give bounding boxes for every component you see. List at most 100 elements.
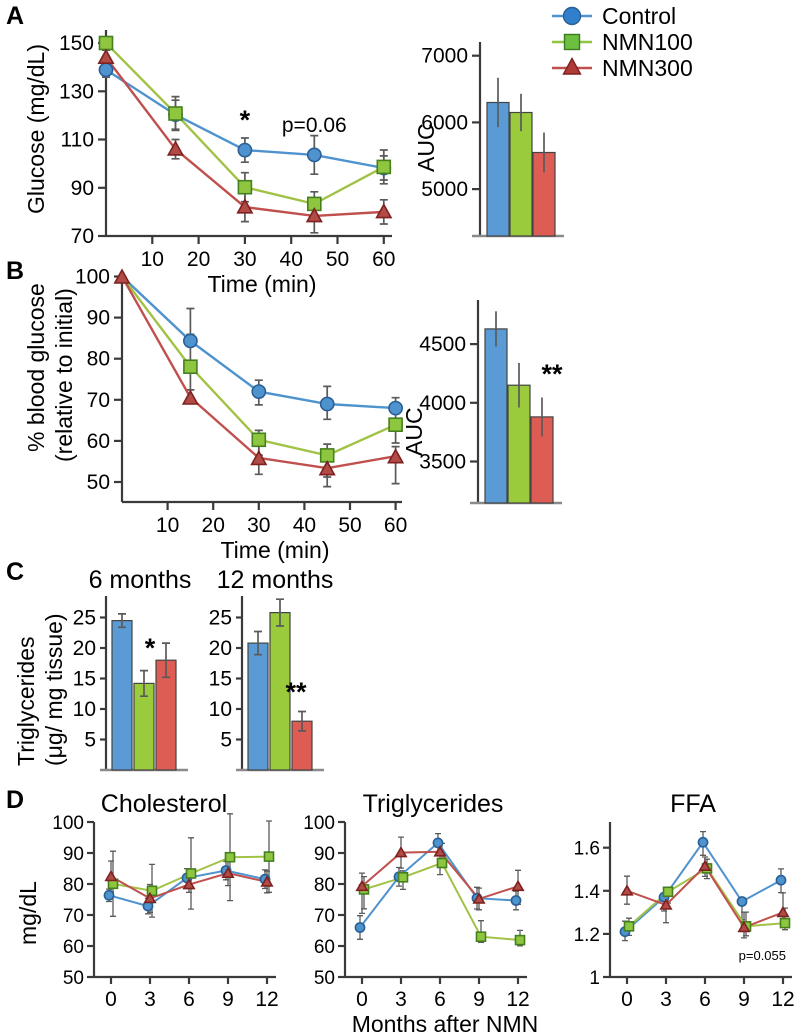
panel-d-cholesterol-chart: Cholesterol mg/dL 50 60 70 80 90 100 0 3 (14, 790, 284, 1036)
panel-c-triglycerides-chart: Triglycerides (μg/ mg tissue) 6 months 1… (10, 566, 380, 786)
bar-control (247, 642, 269, 771)
panel-b-y-ticks: 50 60 70 80 90 100 (75, 266, 122, 494)
svg-text:50: 50 (63, 968, 84, 989)
svg-text:90: 90 (314, 844, 335, 865)
svg-text:3: 3 (395, 988, 407, 1011)
panel-d-cholesterol-markers-nmn100 (107, 851, 275, 897)
svg-text:0: 0 (621, 988, 633, 1011)
panel-d-triglycerides-markers-nmn100 (358, 857, 526, 946)
svg-text:20: 20 (209, 637, 232, 660)
panel-d-triglycerides-markers-nmn300 (355, 845, 525, 904)
panel-a-auc-error-bars (497, 77, 545, 173)
panel-a-x-axis-label: Time (min) (207, 271, 316, 297)
svg-text:100: 100 (75, 266, 110, 289)
svg-text:6: 6 (183, 988, 195, 1011)
panel-a-auc-y-ticks: 7000 6000 5000 (421, 45, 480, 201)
panel-b-auc-y-ticks: 4500 4000 3500 (419, 333, 478, 474)
panel-a-glucose-chart: Glucose (mg/dL) 70 90 110 130 150 10 20 (22, 14, 422, 297)
svg-text:50: 50 (87, 471, 110, 494)
panel-d-y-axis-label: mg/dL (15, 881, 41, 945)
svg-text:1.4: 1.4 (574, 882, 601, 903)
svg-text:90: 90 (87, 307, 110, 330)
panel-c-chart-12months: 5 10 15 20 25 ** (209, 596, 324, 772)
panel-c-12months-error-bars (254, 598, 306, 732)
circle-marker (562, 6, 582, 26)
panel-letter-b: B (6, 257, 25, 285)
panel-d-triglycerides-x-ticks: 0 3 6 9 12 (356, 977, 530, 1011)
legend-item-control[interactable]: Control (552, 3, 676, 29)
panel-c-title-6months: 6 months (89, 566, 192, 594)
svg-text:60: 60 (314, 937, 335, 958)
svg-text:1: 1 (589, 968, 600, 989)
svg-text:5: 5 (84, 729, 96, 752)
svg-text:12: 12 (771, 988, 794, 1011)
panel-a-y-ticks: 70 90 110 130 150 (59, 32, 106, 248)
svg-text:70: 70 (71, 225, 94, 248)
svg-text:130: 130 (59, 80, 94, 103)
svg-text:9: 9 (738, 988, 750, 1011)
legend-label-nmn300: NMN300 (602, 55, 693, 81)
bar-control (111, 619, 133, 771)
panel-c-6months-y-ticks: 5 10 15 20 25 (73, 607, 106, 752)
svg-text:60: 60 (63, 937, 84, 958)
legend-item-nmn100[interactable]: NMN100 (552, 29, 693, 55)
svg-text:0: 0 (105, 988, 117, 1011)
panel-d-ffa-y-ticks: 1 1.2 1.4 1.6 (574, 839, 610, 989)
svg-text:40: 40 (293, 514, 316, 537)
triangle-marker (562, 57, 582, 75)
svg-text:10: 10 (209, 698, 232, 721)
panel-d-ffa-title: FFA (670, 790, 716, 818)
legend-label-control: Control (602, 3, 676, 29)
panel-b-markers-control (182, 333, 403, 416)
svg-text:40: 40 (280, 248, 303, 271)
svg-text:80: 80 (63, 875, 84, 896)
svg-text:90: 90 (63, 844, 84, 865)
panel-letter-a: A (6, 2, 25, 30)
svg-text:25: 25 (209, 607, 232, 630)
figure-legend: Control NMN100 NMN300 (548, 2, 798, 82)
svg-text:0: 0 (356, 988, 368, 1011)
svg-text:60: 60 (384, 514, 407, 537)
panel-a-significance-star: * (240, 105, 251, 135)
svg-text:5: 5 (220, 729, 232, 752)
panel-a-y-axis-label: Glucose (mg/dL) (23, 44, 49, 214)
panel-d-triglycerides-y-ticks: 50 60 70 80 90 100 (303, 813, 345, 989)
panel-d-triglycerides-title: Triglycerides (363, 790, 504, 818)
panel-c-6months-significance: * (145, 633, 156, 663)
panel-b-series-nmn100 (121, 275, 397, 457)
panel-b-x-axis-label: Time (min) (220, 537, 329, 563)
svg-text:20: 20 (187, 248, 210, 271)
panel-b-y-axis-label-line1: % blood glucose (23, 283, 49, 452)
svg-text:110: 110 (61, 129, 94, 152)
panel-c-chart-6months: 5 10 15 20 25 * (73, 596, 188, 772)
svg-text:100: 100 (303, 813, 335, 834)
svg-text:6: 6 (434, 988, 446, 1011)
svg-text:20: 20 (202, 514, 225, 537)
panel-b-glucose-chart: % blood glucose (relative to initial) 50… (22, 262, 422, 564)
panel-d-cholesterol-x-ticks: 0 3 6 9 12 (105, 977, 279, 1011)
svg-text:4000: 4000 (419, 392, 466, 415)
svg-text:15: 15 (209, 668, 232, 691)
svg-text:9: 9 (473, 988, 485, 1011)
panel-c-12months-significance: ** (285, 677, 307, 707)
svg-text:50: 50 (338, 514, 361, 537)
svg-text:6000: 6000 (421, 111, 468, 134)
legend-label-nmn100: NMN100 (602, 29, 693, 55)
svg-text:70: 70 (87, 389, 110, 412)
svg-text:20: 20 (73, 637, 96, 660)
panel-c-y-axis-label-line1: Triglycerides (13, 636, 39, 766)
panel-d-triglycerides-chart: Triglycerides 50 60 70 80 90 100 0 3 6 (283, 790, 553, 1036)
panel-b-y-axis-label-line2: (relative to initial) (51, 288, 77, 462)
svg-text:7000: 7000 (421, 45, 468, 68)
panel-b-auc-y-label: AUC (401, 407, 427, 456)
panel-b-markers-nmn100 (183, 359, 403, 463)
svg-text:70: 70 (63, 906, 84, 927)
panel-d-ffa-markers-nmn300 (620, 859, 790, 933)
panel-b-x-ticks: 10 20 30 40 50 60 (156, 502, 407, 537)
svg-text:60: 60 (372, 248, 395, 271)
svg-text:80: 80 (314, 875, 335, 896)
svg-text:60: 60 (87, 430, 110, 453)
legend-item-nmn300[interactable]: NMN300 (552, 55, 693, 81)
panel-d-triglycerides-error-bars (357, 832, 523, 947)
svg-text:12: 12 (255, 988, 278, 1011)
